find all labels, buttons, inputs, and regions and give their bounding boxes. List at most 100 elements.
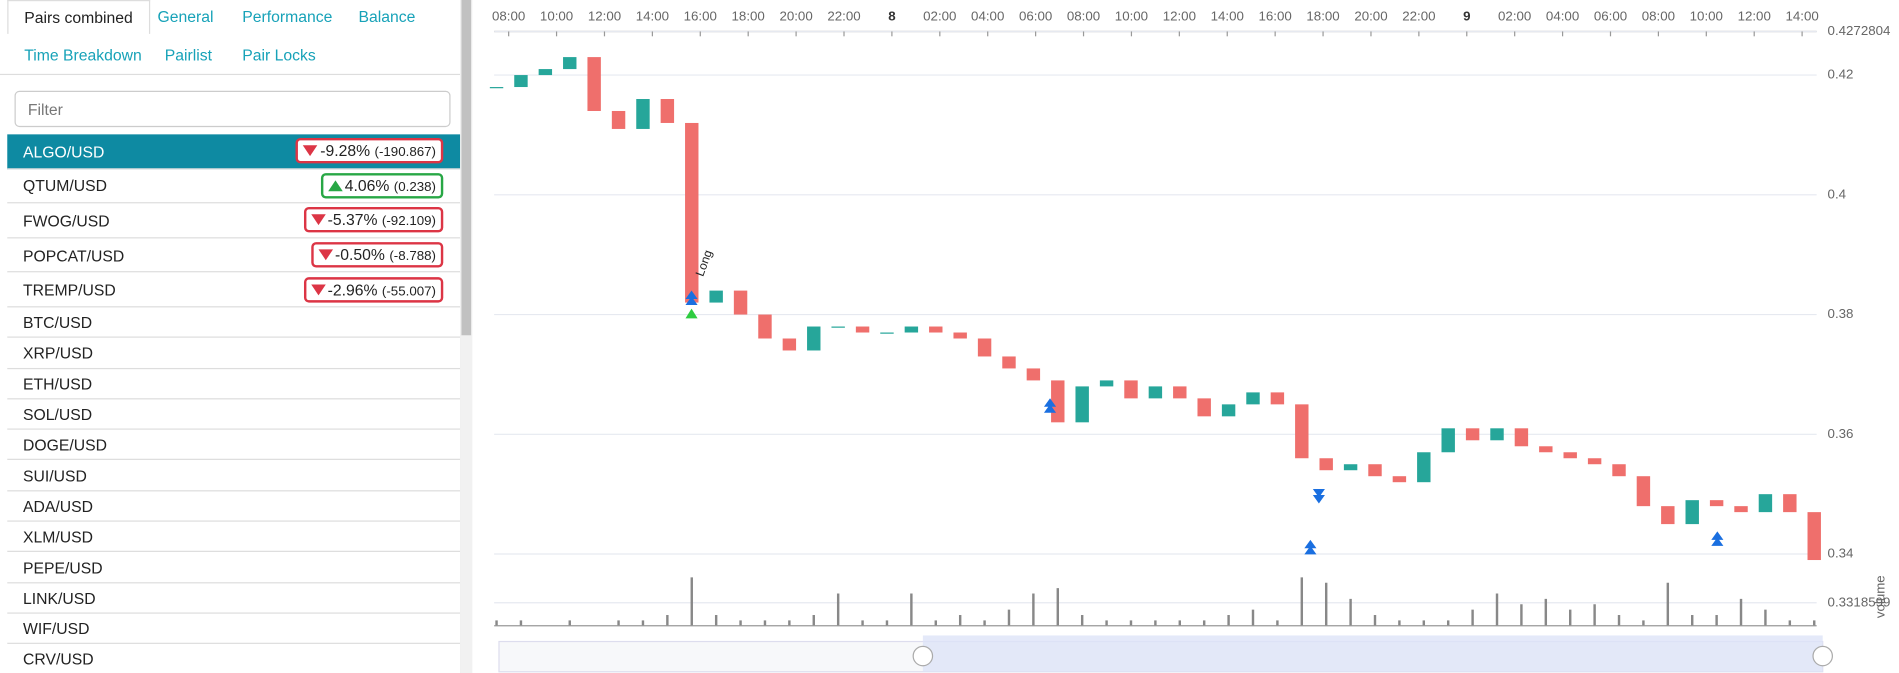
- pair-name: LINK/USD: [23, 589, 96, 608]
- candle: [1368, 464, 1382, 477]
- candle: [1343, 464, 1358, 471]
- x-tick-label: 04:00: [1546, 8, 1579, 23]
- volume-bar: [1446, 620, 1450, 626]
- volume-bar: [788, 620, 791, 626]
- candle: [1221, 404, 1236, 417]
- volume-bar: [617, 620, 620, 626]
- pair-name: FWOG/USD: [23, 211, 110, 230]
- candle: [1246, 392, 1260, 405]
- pair-row[interactable]: QTUM/USD 4.06% (0.238): [7, 169, 461, 204]
- zoom-selection[interactable]: [922, 635, 1823, 672]
- candle: [1783, 494, 1797, 513]
- volume-bar: [1544, 598, 1548, 626]
- zoom-handle[interactable]: [912, 645, 934, 667]
- divider: [0, 73, 461, 76]
- scroll-thumb[interactable]: [461, 0, 472, 336]
- pair-row[interactable]: WIF/USD: [7, 614, 461, 645]
- tab[interactable]: Performance: [242, 7, 333, 26]
- volume-bar: [836, 593, 840, 626]
- volume-bar: [1739, 598, 1743, 626]
- y-tick-label: 0.4272804: [1828, 23, 1891, 38]
- pair-row[interactable]: SUI/USD: [7, 461, 461, 492]
- candle: [807, 326, 821, 351]
- x-tick-label: 16:00: [684, 8, 717, 23]
- pair-row[interactable]: PEPE/USD: [7, 552, 461, 584]
- y-tick-label: 0.4: [1828, 186, 1847, 201]
- candle: [611, 110, 626, 129]
- y-tick-label: 0.34: [1828, 546, 1854, 561]
- candle: [587, 57, 601, 111]
- pair-row[interactable]: SOL/USD: [7, 399, 461, 430]
- x-tick-label: 04:00: [971, 8, 1004, 23]
- volume-bar: [1032, 593, 1035, 626]
- volume-bar: [1495, 593, 1499, 626]
- volume-bar: [1617, 615, 1621, 626]
- volume-bar: [714, 615, 718, 626]
- y-tick-label: 0.38: [1828, 306, 1854, 321]
- x-tick-label: 22:00: [827, 8, 860, 23]
- filter-input[interactable]: Filter: [14, 90, 451, 128]
- candle: [1148, 386, 1163, 399]
- pair-row[interactable]: ALGO/USD -9.28% (-190.867): [7, 134, 461, 169]
- tab[interactable]: Pair Locks: [242, 45, 316, 65]
- candle: [1173, 386, 1187, 399]
- candle: [1685, 500, 1699, 525]
- x-tick-label: 06:00: [1019, 8, 1052, 23]
- pair-row[interactable]: DOGE/USD: [7, 430, 461, 461]
- profit-abs: (-92.109): [381, 214, 436, 230]
- candle: [1099, 380, 1114, 387]
- pair-row[interactable]: XRP/USD: [7, 338, 461, 369]
- candle: [1709, 500, 1724, 507]
- x-tick-label: 10:00: [1115, 8, 1148, 23]
- candle: [1514, 428, 1529, 447]
- candle: [929, 326, 943, 333]
- pair-row[interactable]: FWOG/USD -5.37% (-92.109): [7, 204, 461, 239]
- volume-bar: [1007, 609, 1011, 626]
- pair-name: ETH/USD: [23, 374, 93, 394]
- volume-bar: [1715, 615, 1718, 626]
- tab[interactable]: Pairlist: [164, 45, 212, 65]
- volume-bar: [690, 577, 693, 626]
- candle: [1270, 392, 1285, 405]
- zoom-handle[interactable]: [1812, 645, 1833, 667]
- x-tick-label: 18:00: [1306, 8, 1339, 23]
- candle: [1197, 398, 1211, 417]
- candle: [1441, 428, 1455, 453]
- tab[interactable]: Pairs combined: [7, 0, 150, 34]
- candle: [953, 332, 967, 339]
- candle: [1002, 356, 1016, 369]
- candle: [1539, 446, 1553, 453]
- candle: [514, 75, 528, 88]
- pair-row[interactable]: LINK/USD: [7, 583, 461, 614]
- candle: [782, 338, 797, 351]
- volume-bar: [1349, 598, 1352, 626]
- volume-bar: [739, 620, 742, 626]
- y-tick-label: 0.3318599: [1828, 594, 1891, 609]
- x-tick-label: 8: [888, 8, 895, 23]
- volume-bar: [1569, 609, 1572, 626]
- direction-icon: [310, 214, 326, 226]
- volume-bar: [910, 593, 913, 626]
- volume-bar: [1373, 615, 1377, 626]
- pair-row[interactable]: TREMP/USD -2.96% (-55.007): [7, 273, 461, 308]
- pair-row[interactable]: CRV/USD: [7, 644, 460, 673]
- tab[interactable]: Balance: [358, 7, 416, 26]
- pair-row[interactable]: ADA/USD: [7, 491, 461, 522]
- candle: [1465, 428, 1480, 441]
- pair-row[interactable]: BTC/USD: [7, 307, 461, 339]
- volume-bar: [1764, 609, 1767, 626]
- tab[interactable]: General: [157, 7, 214, 26]
- pair-row[interactable]: ETH/USD: [7, 369, 461, 400]
- pair-row[interactable]: XLM/USD: [7, 522, 461, 553]
- volume-bar: [1276, 620, 1279, 626]
- scrollbar[interactable]: [460, 0, 473, 673]
- tab[interactable]: Time Breakdown: [24, 45, 142, 65]
- volume-bar: [1105, 620, 1108, 626]
- pair-name: SUI/USD: [23, 466, 87, 485]
- pair-row[interactable]: POPCAT/USD -0.50% (-8.788): [7, 238, 461, 273]
- side-panel: Pairs combined General Performance Balan…: [0, 0, 462, 673]
- pair-name: ADA/USD: [23, 497, 94, 516]
- x-tick-label: 08:00: [492, 8, 525, 23]
- volume-bar: [885, 620, 889, 626]
